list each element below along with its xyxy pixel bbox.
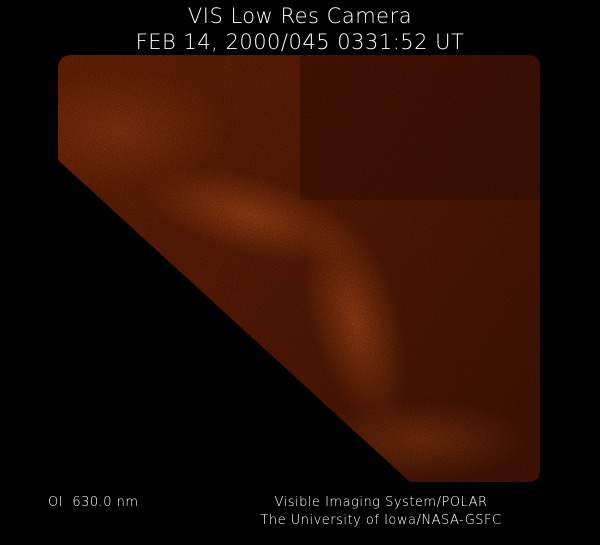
image-title: VIS Low Res Camera (187, 4, 413, 28)
instrument-label: Visible Imaging System/POLAR (274, 495, 488, 510)
institution-label: The University of Iowa/NASA-GSFC (260, 513, 502, 528)
wavelength-label: OI 630.0 nm (48, 495, 139, 510)
image-timestamp: FEB 14, 2000/045 0331:52 UT (135, 30, 465, 54)
